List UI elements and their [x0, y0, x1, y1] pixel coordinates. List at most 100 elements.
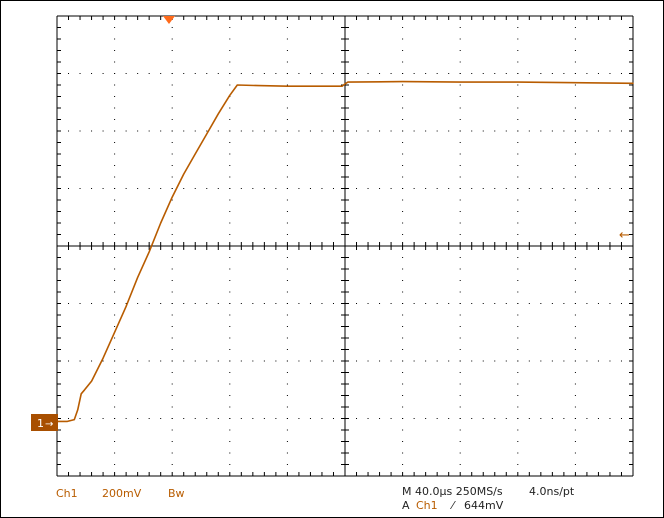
grid-dot	[517, 199, 519, 201]
grid-dot	[574, 188, 576, 189]
grid-dot	[356, 188, 358, 189]
grid-dot	[402, 257, 404, 258]
trigger-level-marker: ←	[619, 228, 630, 243]
grid-dot	[448, 418, 450, 419]
grid-dot	[436, 360, 438, 362]
grid-dot	[402, 326, 404, 327]
grid-dot	[367, 418, 369, 419]
grid-dot	[413, 418, 415, 419]
grid-dot	[114, 314, 116, 316]
grid-dot	[574, 452, 576, 454]
grid-dot	[367, 303, 369, 304]
grid-dot	[252, 303, 254, 304]
grid-dot	[286, 176, 288, 178]
grid-dot	[494, 418, 496, 419]
grid-dot	[114, 268, 116, 270]
grid-dot	[217, 188, 219, 189]
grid-dot	[620, 188, 622, 189]
timebase-readout: M 40.0µs 250MS/s	[402, 485, 503, 498]
grid-dot	[125, 303, 127, 304]
grid-dot	[517, 165, 519, 166]
grid-dot	[286, 360, 288, 362]
grid-dot	[286, 429, 288, 431]
grid-dot	[240, 188, 242, 189]
grid-dot	[586, 130, 588, 132]
grid-dot	[517, 61, 519, 63]
grid-dot	[171, 464, 173, 465]
grid-dot	[114, 257, 116, 258]
grid-dot	[574, 395, 576, 396]
grid-dot	[402, 337, 404, 339]
grid-dot	[551, 130, 553, 132]
grid-dot	[298, 130, 300, 132]
grid-dot	[206, 73, 208, 74]
grid-dot	[574, 314, 576, 316]
grid-dot	[183, 73, 185, 74]
grid-dot	[551, 303, 553, 304]
grid-dot	[286, 406, 288, 408]
grid-dot	[263, 303, 265, 304]
grid-dot	[402, 441, 404, 442]
grid-dot	[402, 429, 404, 431]
grid-dot	[114, 337, 116, 339]
grid-dot	[114, 84, 116, 86]
grid-dot	[114, 349, 116, 350]
grid-dot	[517, 326, 519, 327]
grid-dot	[114, 211, 116, 212]
grid-dot	[125, 130, 127, 132]
grid-dot	[206, 418, 208, 419]
grid-dot	[298, 73, 300, 74]
grid-dot	[574, 234, 576, 235]
grid-dot	[286, 337, 288, 339]
grid-dot	[574, 303, 576, 304]
grid-dot	[229, 337, 231, 339]
grid-dot	[148, 73, 150, 74]
grid-dot	[194, 303, 196, 304]
grid-dot	[402, 27, 404, 28]
grid-dot	[367, 188, 369, 189]
grid-dot	[574, 153, 576, 155]
grid-dot	[229, 50, 231, 51]
grid-dot	[171, 153, 173, 155]
grid-dot	[459, 314, 461, 316]
grid-dot	[286, 38, 288, 40]
grid-dot	[402, 50, 404, 51]
grid-dot	[171, 429, 173, 431]
grid-dot	[114, 107, 116, 109]
grid-dot	[459, 291, 461, 293]
grid-dot	[229, 188, 231, 189]
grid-dot	[459, 383, 461, 385]
grid-dot	[540, 188, 542, 189]
grid-dot	[574, 441, 576, 442]
grid-dot	[171, 291, 173, 293]
grid-dot	[229, 176, 231, 178]
grid-dot	[574, 84, 576, 86]
grid-dot	[517, 234, 519, 235]
grid-dot	[286, 291, 288, 293]
grid-dot	[402, 211, 404, 212]
grid-dot	[494, 360, 496, 362]
grid-dot	[102, 188, 104, 189]
grid-dot	[114, 441, 116, 442]
grid-dot	[68, 188, 70, 189]
grid-dot	[574, 268, 576, 270]
grid-dot	[482, 418, 484, 419]
grid-dot	[137, 303, 139, 304]
grid-dot	[125, 188, 127, 189]
grid-dot	[517, 383, 519, 385]
graticule	[56, 15, 634, 477]
grid-dot	[252, 73, 254, 74]
grid-dot	[356, 303, 358, 304]
grid-dot	[286, 452, 288, 454]
grid-dot	[229, 452, 231, 454]
grid-dot	[402, 38, 404, 40]
grid-dot	[494, 188, 496, 189]
grid-dot	[309, 360, 311, 362]
grid-dot	[114, 418, 116, 419]
grid-dot	[286, 280, 288, 281]
grid-dot	[551, 188, 553, 189]
grid-dot	[517, 349, 519, 350]
grid-dot	[402, 372, 404, 373]
grid-dot	[620, 130, 622, 132]
